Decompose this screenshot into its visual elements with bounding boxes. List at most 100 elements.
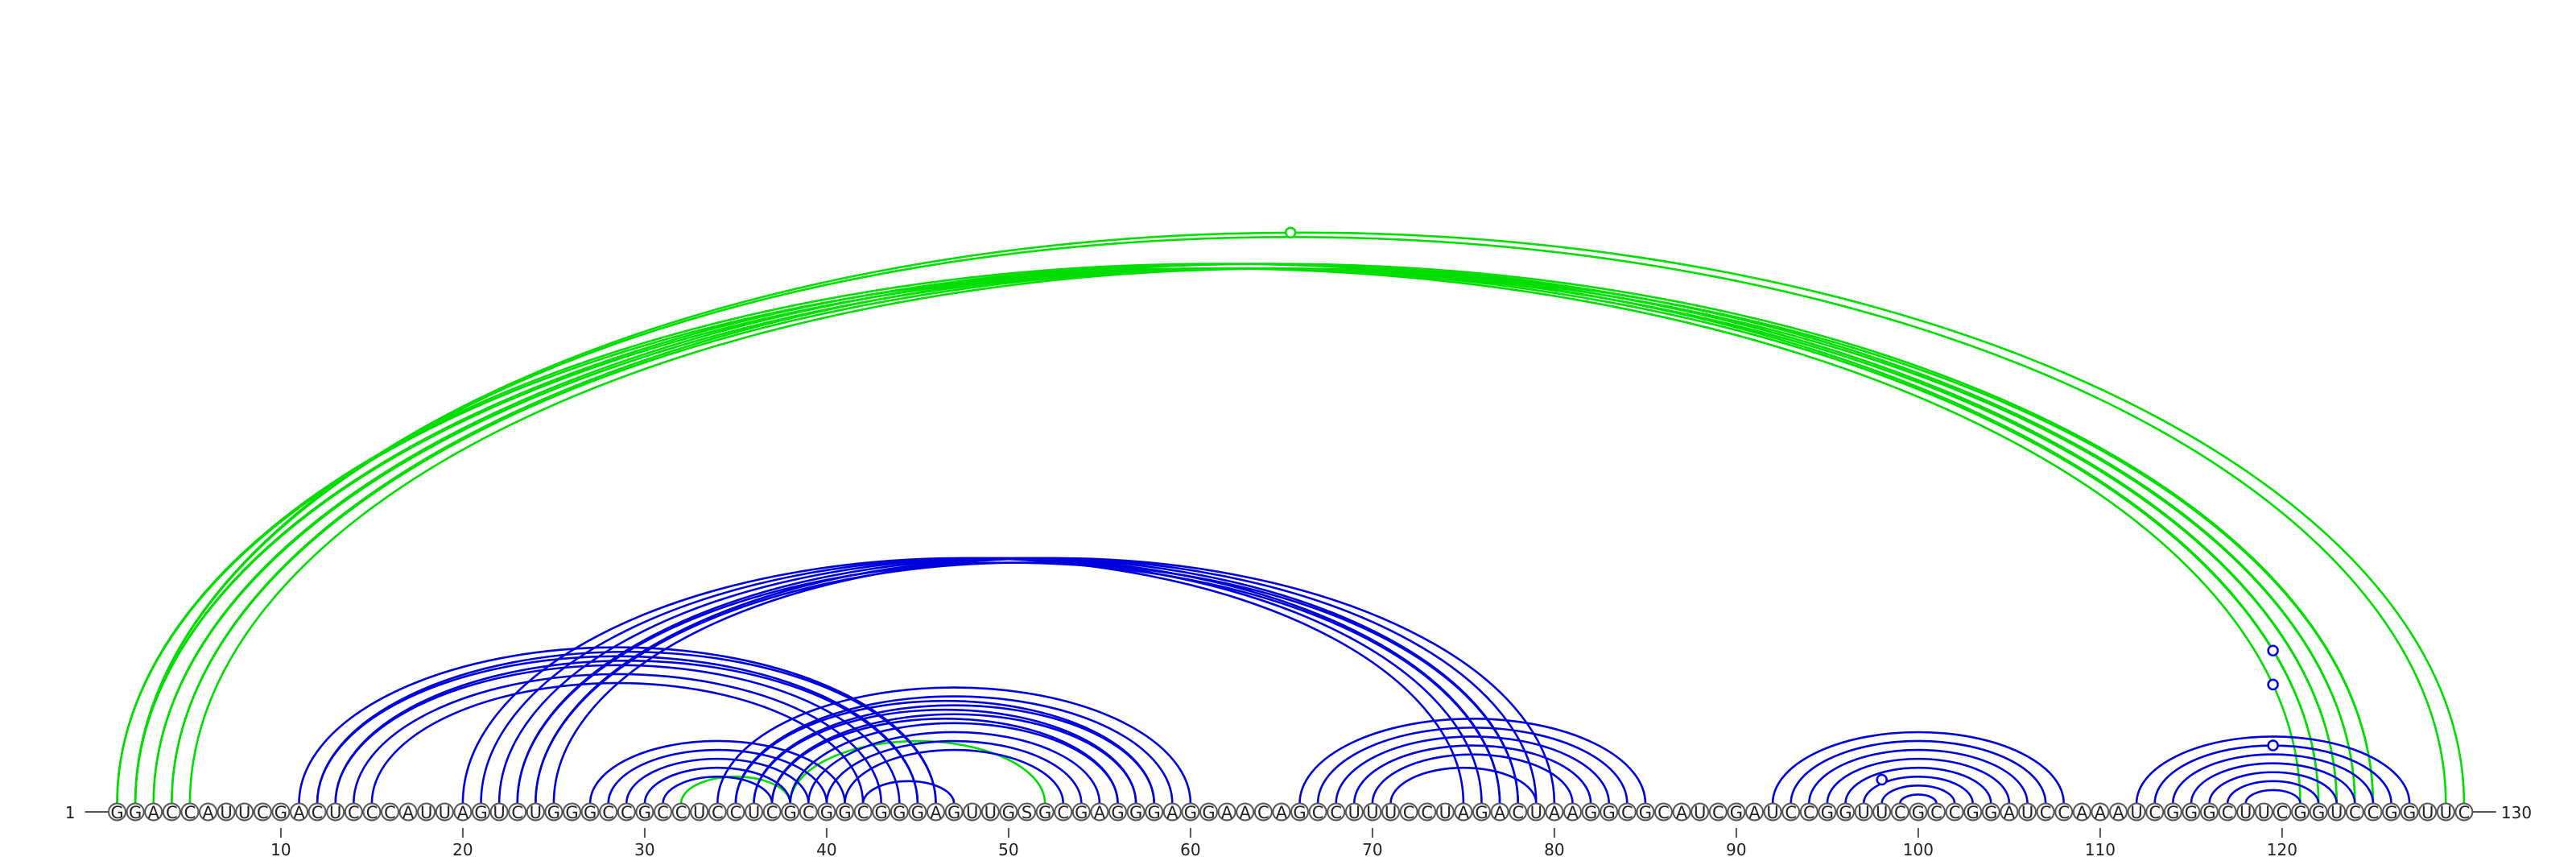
nucleotide-24: U xyxy=(526,802,545,822)
nucleotide-42: C xyxy=(853,802,873,822)
nucleotide-circle xyxy=(326,802,345,822)
base-pair-arc-5-125 xyxy=(188,267,2375,804)
nucleotide-letter: G xyxy=(1603,803,1616,822)
nucleotide-41: G xyxy=(836,802,854,822)
nucleotide-15: C xyxy=(362,802,382,822)
nucleotide-40: G xyxy=(817,802,836,822)
nucleotide-letter: G xyxy=(784,803,797,822)
nucleotide-letter: C xyxy=(1949,803,1961,822)
base-pair-arc-94-106 xyxy=(1808,748,2029,804)
nucleotide-66: G xyxy=(1290,802,1309,822)
nucleotide-letter: A xyxy=(402,803,415,822)
nucleotide-letter: U xyxy=(966,803,978,822)
nucleotide-letter: G xyxy=(1984,803,1997,822)
nucleotide-76: G xyxy=(1472,802,1491,822)
nucleotide-circle xyxy=(580,802,600,822)
nucleotide-circle xyxy=(2436,802,2455,822)
nucleotide-circle xyxy=(1509,802,1528,822)
nucleotide-112: U xyxy=(2127,802,2146,822)
tick-label-20: 20 xyxy=(452,840,473,857)
nucleotide-letter: A xyxy=(1458,803,1470,822)
base-pair-arc-3-124 xyxy=(152,263,2356,804)
nucleotide-circle xyxy=(1526,802,1546,822)
nucleotide-letter: U xyxy=(439,803,451,822)
nucleotide-letter: U xyxy=(2258,803,2270,822)
nucleotide-letter: G xyxy=(1148,803,1161,822)
base-pair-arc-66-85 xyxy=(1298,717,1647,804)
nucleotide-75: A xyxy=(1454,802,1473,822)
nucleotide-letter: U xyxy=(2130,803,2142,822)
nucleotide-circle xyxy=(2182,802,2201,822)
nucleotide-letter: C xyxy=(1785,803,1797,822)
nucleotide-letter: C xyxy=(1894,803,1906,822)
nucleotide-26: G xyxy=(563,802,581,822)
nucleotide-49: U xyxy=(980,802,1000,822)
nucleotide-circle xyxy=(872,802,891,822)
base-pair-arc-27-41 xyxy=(588,739,846,804)
nucleotide-8: U xyxy=(235,802,254,822)
base-pair-arc-25-80 xyxy=(552,557,1556,804)
nucleotide-letter: U xyxy=(748,803,760,822)
base-pair-arc-41-53 xyxy=(844,748,1064,804)
nucleotide-letter: U xyxy=(2240,803,2252,822)
nucleotide-letter: U xyxy=(985,803,997,822)
nucleotide-92: U xyxy=(1763,802,1782,822)
nucleotide-letter: G xyxy=(275,803,287,822)
nucleotide-circle xyxy=(1418,802,1437,822)
nucleotide-47: G xyxy=(944,802,964,822)
nucleotide-letter: G xyxy=(474,803,487,822)
nucleotide-circle xyxy=(890,802,909,822)
base-pair-arc-15-42 xyxy=(370,681,865,804)
nucleotide-116: G xyxy=(2200,802,2219,822)
nucleotide-119: U xyxy=(2254,802,2273,822)
base-pair-arc-28-40 xyxy=(607,748,828,804)
nucleotide-31: C xyxy=(654,802,672,822)
nucleotide-circle xyxy=(1290,802,1309,822)
nucleotide-letter: A xyxy=(930,803,942,822)
nucleotide-letter: C xyxy=(1421,803,1433,822)
nucleotide-letter: C xyxy=(1657,803,1670,822)
nucleotide-128: U xyxy=(2418,802,2438,822)
nucleotide-circle xyxy=(1690,802,1710,822)
nucleotide-letter: A xyxy=(1221,803,1233,822)
nucleotide-104: G xyxy=(1981,802,2000,822)
nucleotide-22: U xyxy=(489,802,509,822)
nucleotide-letter: U xyxy=(530,803,542,822)
nucleotide-27: G xyxy=(580,802,600,822)
nucleotide-letter: A xyxy=(293,803,305,822)
nucleotide-circle xyxy=(1872,802,1892,822)
nucleotide-circle xyxy=(1054,802,1073,822)
nucleotide-circle xyxy=(199,802,217,822)
nucleotide-circle xyxy=(2036,802,2055,822)
nucleotide-circle xyxy=(2145,802,2165,822)
nucleotide-letter: U xyxy=(420,803,432,822)
nucleotide-letter: A xyxy=(2004,803,2016,822)
nucleotide-circle xyxy=(1454,802,1473,822)
nucleotide-63: A xyxy=(1236,802,1255,822)
nucleotide-letter: A xyxy=(2112,803,2124,822)
base-pair-arc-36-58 xyxy=(753,704,1155,804)
nucleotide-20: A xyxy=(453,802,473,822)
nucleotide-circle xyxy=(162,802,181,822)
nucleotide-1: G xyxy=(108,802,126,822)
nucleotide-circle xyxy=(1472,802,1491,822)
base-pair-arc-68-83 xyxy=(1335,735,1610,804)
base-pair-arc-96-104 xyxy=(1844,766,1992,804)
nucleotide-circle xyxy=(2200,802,2219,822)
nucleotide-4: C xyxy=(162,802,181,822)
base-pair-arc-70-81 xyxy=(1371,753,1574,804)
nucleotide-letter: G xyxy=(947,803,960,822)
nucleotide-letter: U xyxy=(2421,803,2434,822)
nucleotide-33: U xyxy=(690,802,709,822)
tick-label-80: 80 xyxy=(1544,840,1564,857)
nucleotide-circle xyxy=(271,802,291,822)
nucleotide-circle xyxy=(617,802,636,822)
nucleotide-30: G xyxy=(635,802,654,822)
nucleotide-circle xyxy=(1108,802,1127,822)
nucleotide-letter: U xyxy=(1530,803,1542,822)
nucleotide-letter: U xyxy=(2440,803,2452,822)
nucleotide-circle xyxy=(308,802,327,822)
nucleotide-circle xyxy=(2400,802,2419,822)
nucleotide-circle xyxy=(1344,802,1364,822)
nucleotide-circle xyxy=(1145,802,1164,822)
